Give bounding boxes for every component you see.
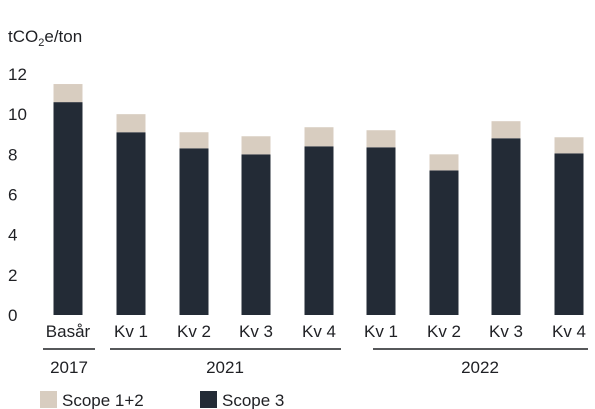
x-category-label: Kv 4 [302,322,336,341]
y-tick-label: 8 [8,145,17,164]
bar-scope-3-segment [429,170,459,315]
bars [53,84,584,315]
x-category-label: Kv 2 [177,322,211,341]
year-group-label: 2022 [461,358,499,377]
bar-scope-3-segment [491,138,521,315]
legend-swatch [200,391,217,408]
x-category-label: Kv 4 [552,322,586,341]
bar-scope-3-segment [241,154,271,315]
y-tick-label: 2 [8,266,17,285]
bar-scope-1-2-segment [53,84,83,103]
bar-scope-3-segment [304,146,334,315]
bar-scope-1-2-segment [429,154,459,171]
bar-scope-3-segment [366,147,396,315]
bar-scope-3-segment [554,153,584,315]
bar-scope-1-2-segment [491,121,521,139]
bar-scope-1-2-segment [554,137,584,154]
year-groups: 2017 2021 2022 [43,348,588,377]
bar-scope-1-2-segment [304,127,334,147]
bar-scope-3-segment [179,148,209,315]
y-tick-label: 10 [8,105,27,124]
x-category-label: Kv 3 [239,322,273,341]
y-axis-ticks: 0 2 4 6 8 10 12 [8,65,27,325]
bar-scope-1-2-segment [241,136,271,155]
y-axis-unit-label: tCO2e/ton [8,27,82,49]
bar-scope-3-segment [53,102,83,315]
legend-label: Scope 3 [222,391,284,409]
bar-scope-1-2-segment [179,132,209,149]
year-group-label: 2021 [206,358,244,377]
x-category-label: Kv 1 [114,322,148,341]
legend: Scope 1+2 Scope 3 [40,391,284,409]
legend-swatch [40,391,57,408]
bar-scope-1-2-segment [116,114,146,133]
y-tick-label: 0 [8,306,17,325]
category-labels: Basår Kv 1 Kv 2 Kv 3 Kv 4 Kv 1 Kv 2 Kv 3 Kv 4 [46,322,586,341]
bar-scope-1-2-segment [366,130,396,148]
x-category-label: Kv 2 [427,322,461,341]
year-group-label: 2017 [50,358,88,377]
y-tick-label: 4 [8,226,17,245]
y-tick-label: 12 [8,65,27,84]
bar-scope-3-segment [116,132,146,315]
legend-label: Scope 1+2 [62,391,144,409]
y-tick-label: 6 [8,186,17,205]
x-category-label: Kv 3 [489,322,523,341]
x-category-label: Kv 1 [364,322,398,341]
x-category-label: Basår [46,322,91,341]
